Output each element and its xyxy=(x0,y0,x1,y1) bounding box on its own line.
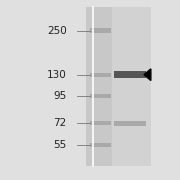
Text: 130: 130 xyxy=(47,70,67,80)
Text: 250: 250 xyxy=(47,26,67,36)
Bar xyxy=(112,7,151,166)
Bar xyxy=(114,71,146,78)
Bar xyxy=(90,94,111,98)
Bar xyxy=(90,28,111,33)
Bar xyxy=(90,143,111,147)
Text: 95: 95 xyxy=(53,91,67,101)
Bar xyxy=(86,7,112,166)
Bar xyxy=(90,73,111,77)
Text: 72: 72 xyxy=(53,118,67,128)
Bar xyxy=(90,121,111,125)
Polygon shape xyxy=(144,69,151,80)
Text: 55: 55 xyxy=(53,140,67,150)
Bar xyxy=(114,121,146,126)
